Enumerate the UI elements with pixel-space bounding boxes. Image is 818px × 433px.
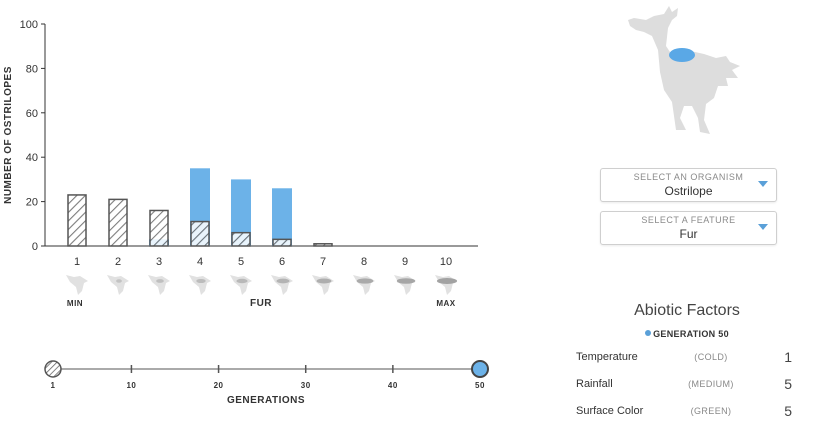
y-tick-label: 60 <box>26 108 38 120</box>
scale-min-label: MIN <box>67 299 83 308</box>
generation-slider[interactable]: 1 10 20 30 40 50 <box>44 360 489 390</box>
feature-select-label: SELECT A FEATURE <box>641 215 736 225</box>
slider-start-handle[interactable] <box>44 360 62 378</box>
y-ticks: 0 20 40 60 80 100 <box>20 19 45 253</box>
slider-ticks: 1 10 20 30 40 50 <box>51 365 485 390</box>
organism-select[interactable]: SELECT AN ORGANISM Ostrilope <box>600 168 777 202</box>
x-tick-label: 6 <box>279 256 285 268</box>
generation-legend: GENERATION 50 <box>574 329 800 339</box>
slider-tick-label: 50 <box>475 381 485 390</box>
organism-select-value: Ostrilope <box>664 184 713 198</box>
x-ticks: 1 2 3 4 5 6 7 8 9 10 <box>74 256 452 268</box>
factor-value: 5 <box>784 403 792 419</box>
x-tick-label: 1 <box>74 256 80 268</box>
feature-select[interactable]: SELECT A FEATURE Fur <box>600 211 777 245</box>
slider-end-handle[interactable] <box>471 360 489 378</box>
x-tick-label: 3 <box>156 256 162 268</box>
x-tick-label: 7 <box>320 256 326 268</box>
ostrilope-head-icon <box>353 275 375 295</box>
factor-row-surface-color: Surface Color (GREEN) 5 <box>576 403 796 423</box>
chevron-down-icon <box>758 224 768 230</box>
slider-tick-label: 20 <box>214 381 224 390</box>
ostrilope-head-icon <box>66 275 88 295</box>
bar-hatched <box>272 238 292 247</box>
slider-tick-label: 30 <box>301 381 311 390</box>
slider-tick-label: 40 <box>388 381 398 390</box>
chevron-down-icon <box>758 181 768 187</box>
bar-hatched <box>190 220 210 247</box>
generation-label: GENERATION 50 <box>653 329 729 339</box>
factor-name: Temperature <box>576 351 638 363</box>
abiotic-title: Abiotic Factors <box>634 302 740 319</box>
x-tick-label: 9 <box>402 256 408 268</box>
ostrilope-head-icon <box>271 275 293 295</box>
ostrilope-head-icon <box>230 275 252 295</box>
ostrilope-head-icon <box>189 275 211 295</box>
x-tick-label: 5 <box>238 256 244 268</box>
factor-name: Rainfall <box>576 378 613 390</box>
factor-value: 5 <box>784 376 792 392</box>
x-tick-label: 4 <box>197 256 203 268</box>
x-tick-label: 2 <box>115 256 121 268</box>
ostrilope-head-icon <box>394 275 416 295</box>
scale-max-label: MAX <box>436 299 455 308</box>
x-axis-feature-label: FUR <box>250 298 272 309</box>
fur-highlight <box>669 48 695 62</box>
bar-hatched <box>67 194 87 247</box>
y-axis-label: NUMBER OF OSTRILOPES <box>3 66 14 204</box>
x-tick-label: 8 <box>361 256 367 268</box>
bars <box>67 168 333 247</box>
bar-blue <box>272 188 292 246</box>
bar-hatched <box>231 231 251 247</box>
ostrilope-head-icon <box>435 275 458 295</box>
feature-select-value: Fur <box>679 227 698 241</box>
factor-value: 1 <box>784 349 792 365</box>
category-icons <box>66 275 458 295</box>
ostrilope-head-icon <box>312 275 334 295</box>
bar-hatched <box>313 243 333 247</box>
y-tick-label: 40 <box>26 152 38 164</box>
generation-dot-icon <box>645 330 652 336</box>
ostrilope-head-icon <box>148 275 170 295</box>
bar-hatched <box>108 198 128 247</box>
factor-level: (MEDIUM) <box>688 379 734 389</box>
y-tick-label: 20 <box>26 197 38 209</box>
y-tick-label: 80 <box>26 63 38 75</box>
ostrilope-head-icon <box>107 275 129 295</box>
y-tick-label: 100 <box>20 19 38 31</box>
bar-blue <box>231 179 251 246</box>
y-tick-label: 0 <box>32 241 38 253</box>
bar-hatched <box>149 209 169 247</box>
slider-tick-label: 10 <box>126 381 136 390</box>
slider-tick-label: 1 <box>51 381 56 390</box>
factor-level: (GREEN) <box>690 406 732 416</box>
generations-label: GENERATIONS <box>227 395 305 406</box>
factor-level: (COLD) <box>694 352 728 362</box>
ostrilope-icon <box>628 6 740 134</box>
x-tick-label: 10 <box>440 256 452 268</box>
factor-row-temperature: Temperature (COLD) 1 <box>576 349 796 369</box>
factor-row-rainfall: Rainfall (MEDIUM) 5 <box>576 376 796 396</box>
factor-name: Surface Color <box>576 405 644 417</box>
organism-select-label: SELECT AN ORGANISM <box>633 172 744 182</box>
